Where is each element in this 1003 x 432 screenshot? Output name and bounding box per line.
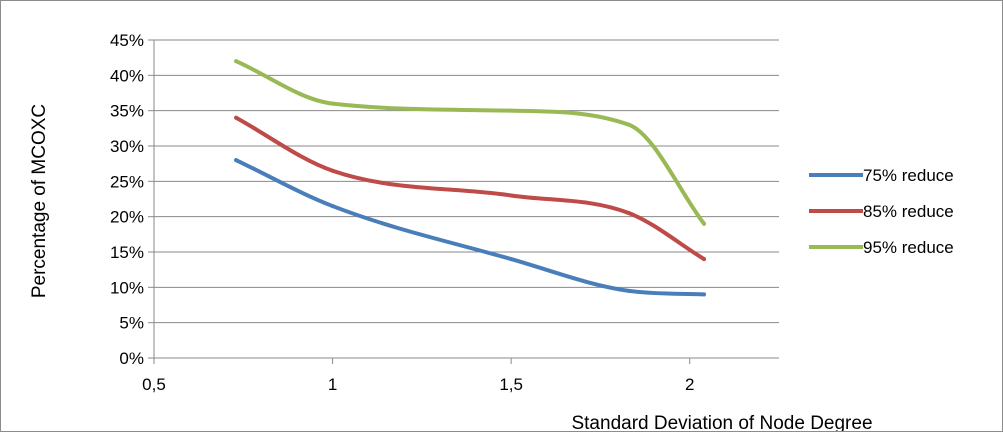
- y-tick-labels: 0% 5% 10% 15% 20% 25% 30% 35% 40% 45%: [110, 31, 144, 368]
- x-tick-label-0: 0,5: [142, 375, 166, 394]
- y-tick-label-3: 15%: [110, 243, 144, 262]
- series-line-95-reduce: [234, 59, 706, 226]
- y-axis-title: Percentage of MCOXC: [29, 104, 50, 298]
- series-line-85-reduce: [234, 115, 706, 262]
- data-point-95-reduce-2: [509, 108, 514, 113]
- legend-label-95-reduce: 95% reduce: [863, 238, 954, 257]
- series-lines: [234, 59, 706, 297]
- data-point-75-reduce-1: [330, 204, 335, 209]
- y-tick-label-2: 10%: [110, 278, 144, 297]
- y-tick-label-5: 25%: [110, 172, 144, 191]
- y-tick-label-7: 35%: [110, 102, 144, 121]
- data-point-75-reduce-2: [509, 257, 514, 262]
- data-point-85-reduce-3: [627, 211, 631, 216]
- data-point-85-reduce-2: [509, 193, 514, 198]
- data-point-85-reduce-1: [330, 168, 335, 173]
- data-point-75-reduce-0: [234, 158, 239, 163]
- data-point-75-reduce-4: [702, 292, 706, 297]
- series-line-75-reduce: [234, 158, 706, 297]
- x-tick-label-2: 1,5: [499, 375, 523, 394]
- y-tick-label-0: 0%: [119, 349, 144, 368]
- data-point-75-reduce-3: [627, 288, 631, 293]
- data-point-95-reduce-4: [702, 221, 706, 226]
- data-point-85-reduce-4: [702, 257, 706, 262]
- x-tick-label-3: 2: [685, 375, 694, 394]
- x-axis-title: Standard Deviation of Node Degree: [571, 413, 872, 431]
- y-tick-label-4: 20%: [110, 208, 144, 227]
- legend: 75% reduce 85% reduce 95% reduce: [809, 166, 954, 257]
- legend-label-85-reduce: 85% reduce: [863, 202, 954, 221]
- gridlines: [154, 39, 779, 359]
- x-tick-labels: 0,5 1 1,5 2: [142, 375, 694, 394]
- y-tick-label-8: 40%: [110, 66, 144, 85]
- data-point-95-reduce-1: [330, 101, 335, 106]
- legend-label-75-reduce: 75% reduce: [863, 166, 954, 185]
- x-tick-label-1: 1: [328, 375, 337, 394]
- data-point-95-reduce-3: [627, 122, 631, 127]
- data-point-95-reduce-0: [234, 59, 239, 64]
- axes: [148, 39, 779, 364]
- data-point-85-reduce-0: [234, 115, 239, 120]
- y-tick-label-1: 5%: [119, 314, 144, 333]
- y-tick-label-9: 45%: [110, 31, 144, 50]
- y-tick-label-6: 30%: [110, 137, 144, 156]
